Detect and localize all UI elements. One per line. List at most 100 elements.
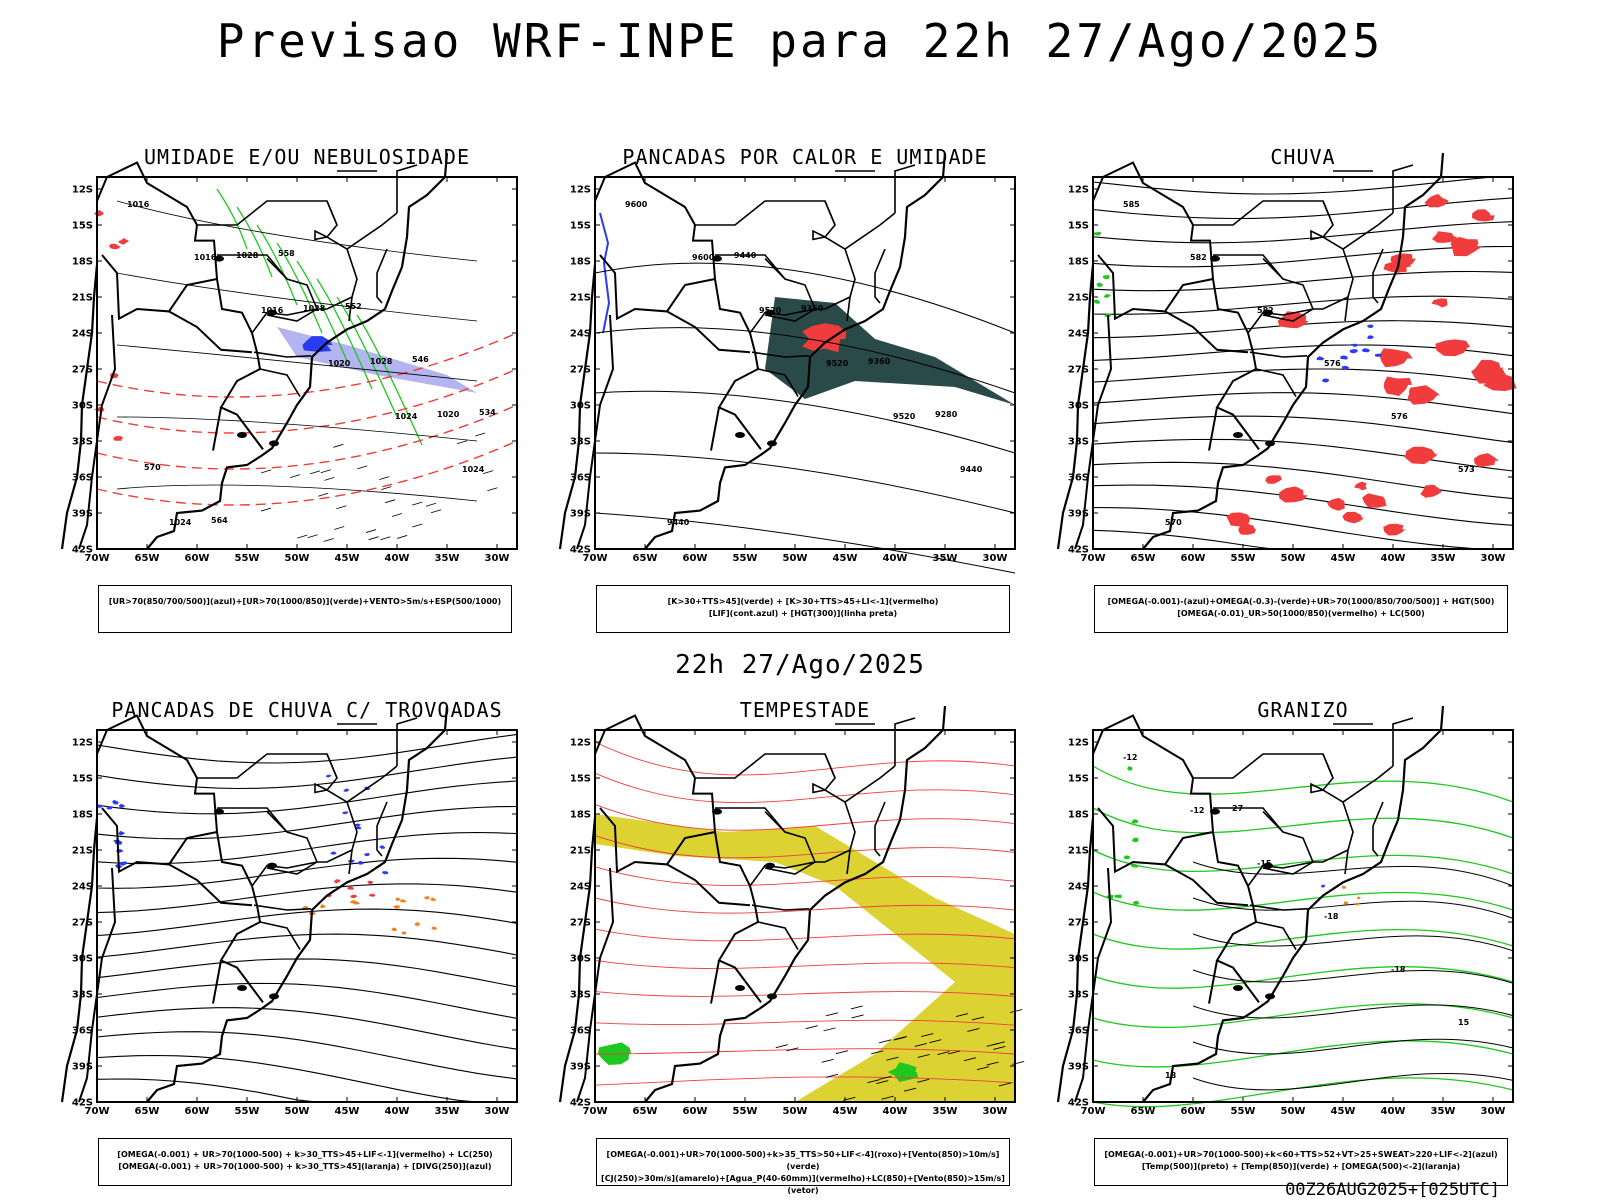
divergence-area	[330, 851, 337, 855]
contour-label: 570	[1165, 518, 1182, 527]
streamline	[96, 982, 518, 1019]
rain-area	[1379, 348, 1413, 368]
lat-label: 21S	[72, 846, 93, 857]
border-line	[1392, 164, 1414, 213]
overlay	[96, 733, 518, 1103]
border-line	[259, 368, 301, 398]
lon-label: 55W	[235, 1106, 260, 1117]
lon-label: 35W	[1431, 553, 1456, 564]
wind-vector	[412, 501, 423, 506]
lat-label: 33S	[1068, 990, 1089, 1001]
contour-label: 1024	[462, 465, 485, 474]
border-line	[1193, 753, 1334, 779]
panel-legend: [K>30+TTS>45](verde) + [K>30+TTS>45+LI<-…	[596, 585, 1010, 633]
wind-vector	[835, 1050, 848, 1055]
streamline	[96, 780, 518, 815]
lake-marker	[767, 440, 777, 447]
border-line	[599, 807, 716, 874]
divergence-area	[364, 853, 371, 857]
wind-vector	[821, 1058, 834, 1063]
border-line	[266, 811, 288, 833]
wind-vector	[368, 536, 379, 541]
instability-orange	[414, 922, 421, 926]
border-line	[266, 861, 318, 875]
humidity-contour	[216, 188, 248, 250]
rain-area	[1405, 446, 1438, 465]
border-line	[757, 368, 799, 398]
divergence-area	[119, 861, 128, 866]
contour-label: -12	[1123, 753, 1137, 762]
lake-marker	[765, 309, 775, 316]
map-layer	[60, 152, 449, 550]
border-line	[751, 904, 810, 911]
lon-label: 45W	[335, 553, 360, 564]
lon-label: 40W	[1381, 1106, 1406, 1117]
wind-vector	[917, 1078, 930, 1083]
streamline	[96, 733, 518, 764]
lon-label: 70W	[1081, 1106, 1106, 1117]
border-line	[1249, 351, 1308, 358]
temp850-spot	[1131, 819, 1140, 824]
map-chuva: 58558258257657657357012S15S18S21S24S27S3…	[1056, 152, 1517, 564]
lake-marker	[237, 985, 247, 991]
coastline-pacific	[558, 817, 597, 1103]
lat-label: 39S	[570, 509, 591, 520]
border-line	[253, 351, 312, 358]
streamline	[1092, 438, 1514, 472]
coastline-atlantic	[1142, 705, 1445, 1103]
rain-area	[1383, 523, 1406, 536]
wind-vector	[324, 477, 335, 481]
lon-label: 40W	[883, 553, 908, 564]
lake-marker	[712, 808, 722, 815]
contour-label: 1028	[303, 304, 326, 313]
lon-label: 35W	[435, 1106, 460, 1117]
rain-area	[1354, 481, 1367, 491]
border-line	[253, 904, 312, 911]
lake-marker	[735, 985, 745, 991]
streamline	[1092, 392, 1514, 415]
border-line	[376, 248, 388, 304]
border-line	[168, 310, 253, 354]
lat-label: 30S	[72, 954, 93, 965]
lon-label: 55W	[733, 1106, 758, 1117]
omega500-spot	[1343, 901, 1349, 905]
lon-label: 30W	[983, 553, 1008, 564]
temp850-contour	[1092, 929, 1514, 950]
omega-area	[1322, 378, 1330, 383]
wind-vector	[967, 1027, 980, 1032]
streamline	[96, 756, 518, 790]
wind-vector	[334, 526, 345, 530]
wind-vector	[357, 465, 368, 470]
lat-label: 27S	[570, 918, 591, 929]
run-timestamp: 00Z26AUG2025+[025UTC]	[1285, 1180, 1500, 1200]
lc850-streamline	[594, 835, 1016, 859]
temp500-contour	[1192, 933, 1514, 952]
pressure-contour	[116, 484, 478, 502]
lon-label: 70W	[1081, 553, 1106, 564]
lon-label: 65W	[633, 553, 658, 564]
omega500-spot	[1341, 885, 1347, 889]
border-line	[823, 200, 896, 250]
divergence-area	[112, 799, 120, 805]
contour-label: -12	[1190, 806, 1204, 815]
rain-area	[1342, 511, 1364, 524]
lon-label: 70W	[85, 1106, 110, 1117]
thickness-spot	[94, 210, 105, 217]
map-frame	[594, 176, 1016, 550]
border-line	[168, 863, 253, 907]
border-line	[666, 310, 751, 354]
border-line	[376, 801, 388, 857]
rain-area	[1226, 512, 1252, 527]
rain-area	[1452, 236, 1479, 253]
wind-vector	[365, 529, 377, 533]
instability-orange	[401, 931, 407, 935]
rain-area	[1424, 193, 1449, 208]
contour-label: 570	[144, 463, 161, 472]
instability-red	[347, 886, 355, 890]
wind-vector	[456, 440, 468, 445]
border-line	[812, 229, 826, 241]
contour-label: 9360	[801, 304, 824, 313]
